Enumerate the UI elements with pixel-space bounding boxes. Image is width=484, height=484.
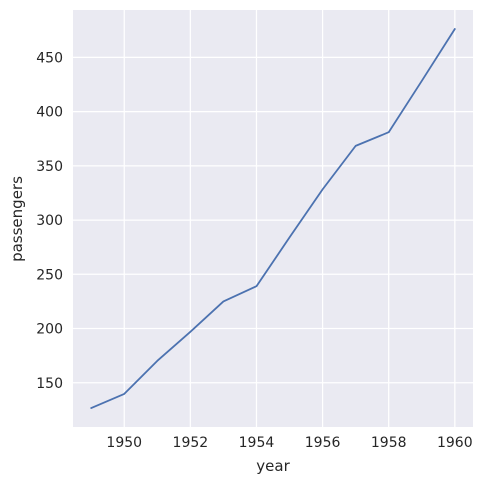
y-axis-ticks: 150 200 250 300 350 400 450 (36, 50, 63, 391)
x-tick-label: 1956 (305, 435, 341, 451)
plot-area (73, 10, 473, 427)
y-axis-label: passengers (8, 176, 26, 262)
series-layer (90, 28, 456, 409)
x-axis-ticks: 1950 1952 1954 1956 1958 1960 (106, 435, 472, 451)
grid (73, 10, 473, 427)
y-tick-label: 200 (36, 322, 63, 338)
x-axis-label: year (256, 457, 290, 475)
x-tick-label: 1960 (437, 435, 473, 451)
x-tick-label: 1952 (173, 435, 209, 451)
y-tick-label: 300 (36, 213, 63, 229)
y-tick-label: 150 (36, 376, 63, 392)
series-line (90, 28, 456, 409)
y-tick-label: 350 (36, 159, 63, 175)
y-tick-label: 250 (36, 267, 63, 283)
x-tick-label: 1958 (371, 435, 407, 451)
y-tick-label: 450 (36, 50, 63, 66)
x-tick-label: 1954 (239, 435, 275, 451)
y-tick-label: 400 (36, 105, 63, 121)
x-tick-label: 1950 (106, 435, 142, 451)
